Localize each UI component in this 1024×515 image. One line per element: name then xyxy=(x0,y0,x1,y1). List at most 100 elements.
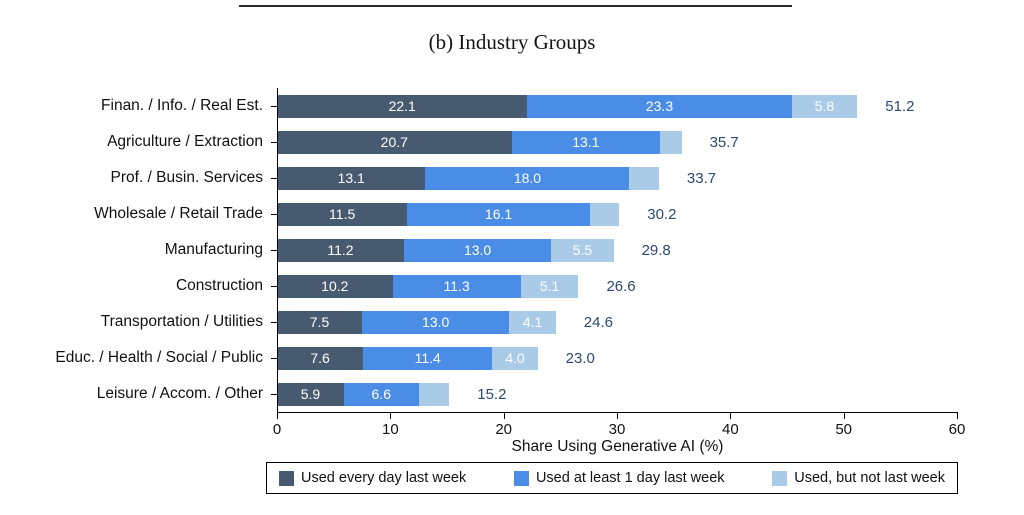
bar-value-label: 11.5 xyxy=(329,206,356,222)
chart-row: Transportation / Utilities 7.5 13.0 4.1 24.6 xyxy=(0,304,1024,340)
top-rule xyxy=(239,5,792,7)
bar-segment: 4.0 xyxy=(492,346,538,370)
chart-row: Leisure / Accom. / Other 5.9 6.6 15.2 xyxy=(0,376,1024,412)
legend-swatch xyxy=(279,470,294,486)
category-label: Construction xyxy=(175,277,263,294)
bar-segment: 5.5 xyxy=(551,238,614,262)
legend-item: Used at least 1 day last week xyxy=(513,470,725,486)
category-label: Educ. / Health / Social / Public xyxy=(55,349,263,366)
x-tick-label: 60 xyxy=(948,421,966,438)
x-tick-label: 30 xyxy=(608,421,626,438)
bar-stack: 20.7 13.1 xyxy=(277,130,682,154)
bar-segment: 11.4 xyxy=(363,346,493,370)
legend-swatch xyxy=(772,470,788,486)
bar-value-label: 7.6 xyxy=(310,350,330,366)
bar-stack: 11.2 13.0 5.5 xyxy=(277,238,614,262)
bar-segment: 10.2 xyxy=(277,274,393,298)
bar-value-label: 13.1 xyxy=(572,134,600,150)
category-label: Manufacturing xyxy=(164,241,263,258)
bar-stack: 13.1 18.0 xyxy=(277,166,659,190)
bar-segment xyxy=(629,166,659,190)
y-tick-mark xyxy=(271,178,277,179)
chart-title: (b) Industry Groups xyxy=(428,30,596,54)
bar-value-label: 23.3 xyxy=(645,98,674,114)
bar-segment xyxy=(418,382,450,406)
bar-segment xyxy=(660,130,682,154)
y-axis-line xyxy=(277,88,278,413)
x-axis-label: Share Using Generative AI (%) xyxy=(511,438,724,455)
bar-segment: 13.0 xyxy=(403,238,552,262)
x-tick-mark xyxy=(390,413,392,419)
y-tick-mark xyxy=(271,358,277,359)
x-tick-mark xyxy=(277,413,278,419)
y-tick-mark xyxy=(271,250,277,251)
x-tick-label: 40 xyxy=(721,421,739,438)
bar-value-label: 4.0 xyxy=(505,350,525,366)
x-axis: 0 10 20 30 40 50 60 xyxy=(273,412,965,444)
bar-value-label: 11.4 xyxy=(414,350,441,366)
chart-row: Finan. / Info. / Real Est. 22.1 23.3 5.8 51.… xyxy=(0,88,1024,124)
bar-value-label: 5.1 xyxy=(539,278,560,294)
bar-value-label: 13.0 xyxy=(422,314,450,330)
chart-row: Educ. / Health / Social / Public 7.6 11.4 4… xyxy=(0,340,1024,376)
chart-row: Construction 10.2 11.3 5.1 26.6 xyxy=(0,268,1024,304)
chart-rows: Finan. / Info. / Real Est. 22.1 23.3 5.8 51.… xyxy=(0,88,1024,412)
bar-value-label: 13.0 xyxy=(463,242,492,258)
bar-segment: 13.0 xyxy=(362,310,510,334)
bar-stack: 22.1 23.3 5.8 xyxy=(277,94,858,118)
y-tick-mark xyxy=(271,322,277,323)
bar-stack: 11.5 16.1 xyxy=(277,202,620,226)
bar-stack: 7.6 11.4 4.0 xyxy=(277,346,538,370)
bar-value-label: 7.5 xyxy=(309,314,330,330)
bar-value-label: 16.1 xyxy=(484,206,513,222)
bar-total-label: 23.0 xyxy=(565,349,595,367)
x-tick-mark xyxy=(957,413,958,419)
bar-total-label: 29.8 xyxy=(641,241,671,259)
bar-segment: 5.8 xyxy=(791,94,858,118)
x-tick-label: 10 xyxy=(381,421,399,438)
bar-segment: 5.9 xyxy=(277,382,344,406)
legend-label: Used every day last week xyxy=(301,470,467,486)
bar-segment xyxy=(589,202,620,226)
x-axis-line xyxy=(277,412,958,413)
bar-segment: 11.3 xyxy=(392,274,521,298)
bar-segment: 22.1 xyxy=(277,94,528,118)
bar-segment: 20.7 xyxy=(277,130,512,154)
category-label: Wholesale / Retail Trade xyxy=(94,205,263,222)
bar-segment: 16.1 xyxy=(407,202,590,226)
bar-total-label: 26.6 xyxy=(606,277,636,295)
x-tick-label: 20 xyxy=(495,421,512,438)
legend-swatch xyxy=(513,470,529,486)
legend-item: Used, but not last week xyxy=(772,470,945,486)
bar-segment: 13.1 xyxy=(277,166,426,190)
x-tick-mark xyxy=(730,413,732,419)
bar-value-label: 5.8 xyxy=(814,98,835,114)
bar-total-label: 35.7 xyxy=(709,133,739,151)
bar-value-label: 11.2 xyxy=(327,242,354,258)
bar-stack: 10.2 11.3 5.1 xyxy=(277,274,579,298)
bar-segment: 7.6 xyxy=(277,346,364,370)
legend-label: Used at least 1 day last week xyxy=(535,470,725,486)
y-tick-mark xyxy=(271,286,277,287)
x-tick-mark xyxy=(843,413,845,419)
x-tick-mark xyxy=(503,413,505,419)
bar-total-label: 15.2 xyxy=(477,385,507,403)
x-tick-label: 50 xyxy=(835,421,852,438)
bar-segment: 4.1 xyxy=(509,310,556,334)
bar-stack: 5.9 6.6 xyxy=(277,382,450,406)
bar-segment: 13.1 xyxy=(511,130,661,154)
bar-value-label: 5.9 xyxy=(300,386,321,402)
bar-total-label: 24.6 xyxy=(583,313,613,331)
y-tick-mark xyxy=(271,214,277,215)
bar-value-label: 20.7 xyxy=(380,134,408,150)
bar-value-label: 18.0 xyxy=(513,170,542,186)
bar-value-label: 6.6 xyxy=(371,386,391,402)
legend-label: Used, but not last week xyxy=(794,470,945,486)
bar-stack: 7.5 13.0 4.1 xyxy=(277,310,556,334)
bar-value-label: 5.5 xyxy=(572,242,593,258)
chart-row: Agriculture / Extraction 20.7 13.1 35.7 xyxy=(0,124,1024,160)
category-label: Transportation / Utilities xyxy=(100,313,263,330)
y-tick-mark xyxy=(271,106,277,107)
bar-segment: 5.1 xyxy=(520,274,579,298)
